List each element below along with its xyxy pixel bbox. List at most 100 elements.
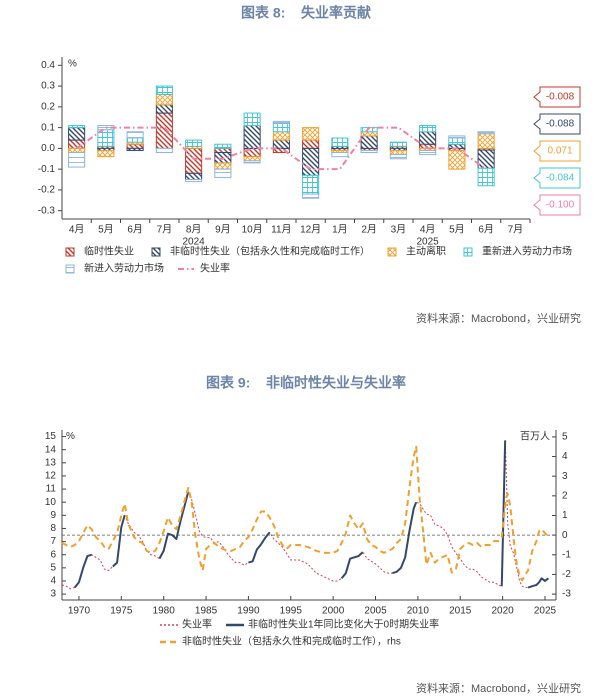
y-tick-label: 8 [50,523,56,534]
y2-tick-label: 0 [562,530,568,541]
chart-title: 图表 8: 失业率贡献 [241,5,371,21]
legend-swatch [151,247,161,257]
bar-segment [126,143,144,149]
y-tick-label: 0.3 [41,81,55,92]
bar-segment [155,85,173,95]
bar-segment [302,127,320,141]
bar-segment [360,149,378,154]
bar-segment [155,112,173,149]
bar-segment [214,168,232,178]
legend-label: 失业率 [182,618,212,631]
bar-segment [419,125,437,133]
bar-segment [68,127,86,141]
y-tick-label: 13 [45,457,57,468]
bar-segment [243,125,261,149]
bar-segment [419,149,437,156]
bar-segment [302,193,320,199]
bar-segment [331,152,349,158]
y-tick-label: 15 [45,431,57,442]
bar-segment [448,135,466,139]
x-tick-label: 1月 [332,224,348,236]
callout-label: -0.088 [546,119,575,130]
y-tick-label: 7 [50,536,56,547]
bar-segment [331,137,349,147]
bar-segment [155,104,173,114]
bar-segment [155,147,173,154]
bar-segment [97,149,115,158]
bar-segment [302,174,320,195]
y2-tick-label: 5 [562,432,568,443]
bar-segment [448,137,466,145]
bar-segment [185,139,203,147]
x-tick-label: 7月 [157,224,173,236]
x-tick-label: 12月 [300,224,321,236]
bar-segment [68,139,86,149]
x-tick-label: 2015 [449,606,472,617]
x-tick-label: 5月 [98,224,114,236]
x-tick-label: 1980 [153,606,176,617]
x-tick-label: 2月 [361,224,377,236]
y-tick-label: 9 [50,510,56,521]
x-tick-label: 11月 [271,224,291,236]
x-tick-label: 2000 [322,606,345,617]
y-unit: % [68,59,77,70]
y2-tick-label: -1 [562,549,571,560]
bar-segment [477,131,495,135]
x-tick-label: 6月 [478,224,494,236]
y2-tick-label: 4 [562,451,568,462]
callout-label: -0.008 [546,92,575,103]
y2-tick-label: 3 [562,471,568,482]
x-year-label: 2024 [183,237,206,248]
y-tick-label: 4 [50,576,56,587]
bar-segment [214,147,232,154]
x-tick-label: 1970 [68,606,91,617]
bar-segment [68,125,86,129]
bar-segment [272,139,290,149]
legend-label: 非临时性失业（包括永久性和完成临时工作），rhs [182,635,401,648]
legend-label: 新进入劳动力市场 [84,262,164,275]
callout-label: 0.071 [547,146,572,157]
x-tick-label: 5月 [449,224,465,236]
x-tick-label: 10月 [242,224,263,236]
y-tick-label: 0.2 [41,101,55,112]
legend-swatch [65,247,75,257]
y2-tick-label: 1 [562,510,568,521]
callout-label: -0.100 [546,200,575,211]
y-tick-label: 0.0 [41,143,55,154]
legend-swatch [463,247,473,257]
bar-segment [448,149,466,170]
y-tick-label: 5 [50,562,56,573]
x-tick-label: 7月 [508,224,524,236]
x-tick-label: 4月 [69,224,85,236]
x-tick-label: 9月 [215,224,231,236]
callout-label: -0.084 [546,173,575,184]
y-tick-label: 12 [45,471,57,482]
x-tick-label: 1985 [195,606,218,617]
bar-segment [477,149,495,169]
bar-segment [360,135,378,149]
y-tick-label: -0.2 [38,185,56,196]
y-unit: % [66,431,75,442]
y2-unit: 百万人 [520,431,550,443]
bar-segment [477,167,495,187]
x-tick-label: 2025 [534,606,557,617]
callout-box [533,140,581,162]
y-tick-label: 14 [45,444,57,455]
y-tick-label: 0.1 [41,122,55,133]
y-tick-label: -0.1 [38,164,56,175]
x-tick-label: 2020 [491,606,514,617]
bar-segment [302,139,320,149]
bar-segment [126,137,144,143]
x-tick-label: 1995 [280,606,303,617]
legend-swatch [65,264,75,274]
bar-segment [68,152,86,168]
y-tick-label: 10 [45,497,57,508]
callout-box [533,113,581,135]
series-line [73,440,549,589]
y-tick-label: 11 [46,484,57,495]
x-tick-label: 2010 [407,606,430,617]
series-line [61,445,550,582]
series-line [61,440,549,590]
bar-segment [272,120,290,124]
